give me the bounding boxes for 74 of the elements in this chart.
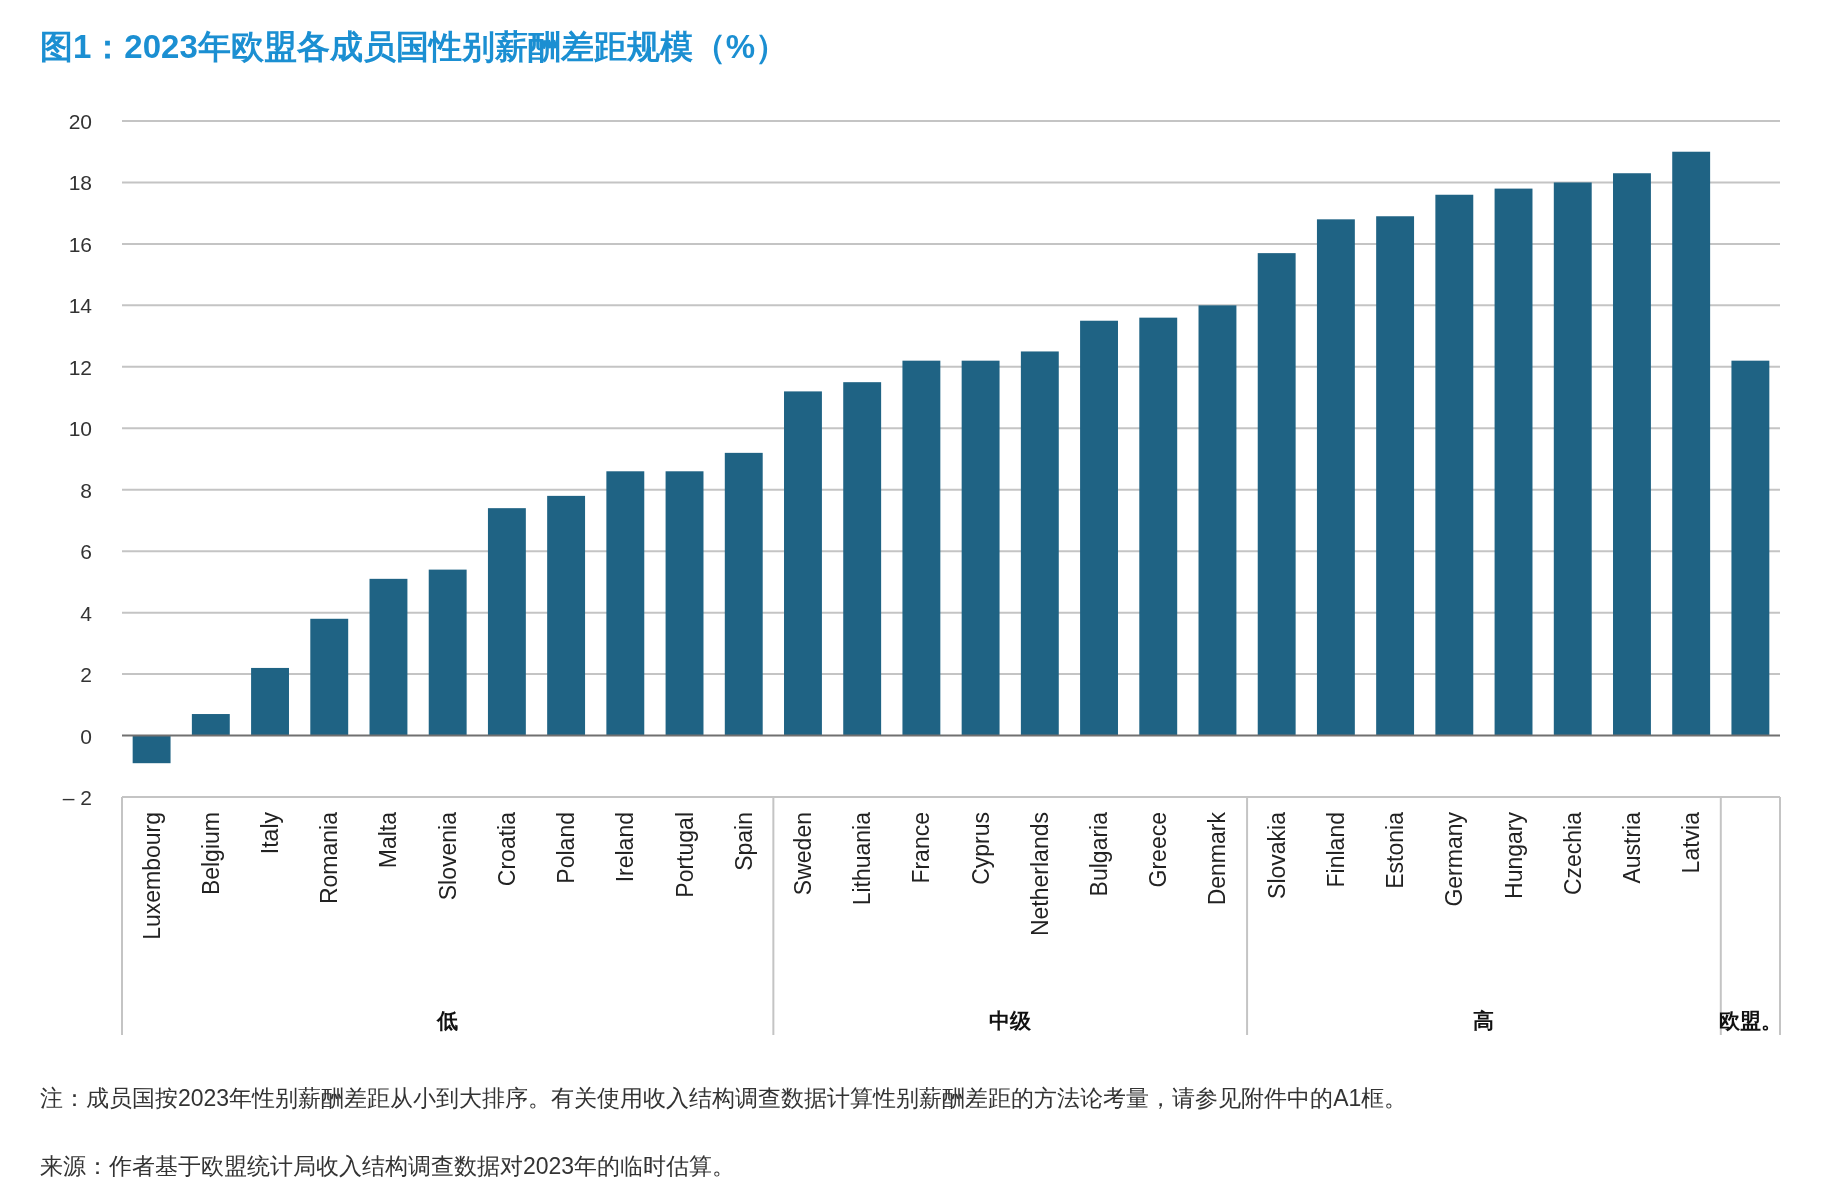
x-tick-label: Latvia — [1678, 811, 1705, 874]
x-tick-label: Finland — [1322, 812, 1349, 888]
x-tick-label: Slovenia — [434, 811, 461, 901]
bar — [606, 471, 645, 736]
x-tick-label: Slovakia — [1263, 811, 1290, 899]
bar — [1139, 317, 1178, 736]
x-tick-label: France — [908, 812, 935, 884]
x-tick-label: Czechia — [1559, 811, 1586, 896]
bar — [1672, 151, 1711, 736]
bar — [547, 495, 586, 736]
bar — [1020, 351, 1059, 736]
bar — [1553, 182, 1592, 736]
y-tick-label: – 2 — [62, 786, 92, 809]
bar — [724, 452, 763, 736]
bar — [1316, 219, 1355, 736]
bar — [1435, 194, 1474, 736]
bar — [665, 471, 704, 736]
text: 高 — [1473, 1009, 1495, 1032]
bar — [369, 578, 408, 736]
bar — [1080, 320, 1118, 736]
y-tick-label: 4 — [80, 601, 93, 625]
y-tick-label: 8 — [80, 478, 92, 502]
x-tick-label: Italy — [257, 811, 284, 855]
x-tick-label: Austria — [1618, 811, 1645, 884]
y-tick-label: 18 — [68, 171, 92, 195]
x-tick-label: Sweden — [789, 812, 816, 896]
x-tick-label: Malta — [375, 811, 402, 869]
x-tick-label: Greece — [1145, 812, 1172, 888]
x-tick-label: Hungary — [1500, 811, 1527, 899]
x-tick-label: Belgium — [197, 812, 224, 896]
chart-title: 图1：2023年欧盟各成员国性别薪酬差距规模（%） — [40, 28, 789, 65]
bar — [1198, 305, 1237, 736]
y-tick-label: 12 — [68, 355, 92, 379]
text: 低 — [436, 1009, 459, 1032]
text: 欧盟。 — [1718, 1009, 1782, 1032]
bar — [1257, 253, 1296, 736]
bar — [1613, 173, 1651, 736]
x-tick-label: Portugal — [671, 812, 698, 898]
bar — [251, 667, 289, 736]
x-tick-label: Poland — [553, 812, 580, 884]
bar — [487, 508, 526, 736]
x-tick-label: Estonia — [1382, 811, 1409, 889]
bar — [428, 569, 467, 736]
source-note: 来源：作者基于欧盟统计局收入结构调查数据对2023年的临时估算。 — [40, 1153, 736, 1179]
bar — [310, 618, 349, 736]
bar — [1376, 216, 1415, 736]
x-tick-label: Spain — [730, 812, 757, 871]
x-tick-label: Cyprus — [967, 812, 994, 885]
x-tick-label: Denmark — [1204, 811, 1231, 906]
y-tick-label: 6 — [80, 540, 92, 564]
text: 注：成员国按2023年性别薪酬差距从小到大排序。有关使用收入结构调查数据计算性别薪酬差距的方法论考量，请参见附件中的A1框。 — [40, 1085, 1408, 1111]
bar — [1494, 188, 1533, 736]
x-tick-label: Bulgaria — [1086, 811, 1113, 897]
y-tick-label: 2 — [80, 663, 92, 687]
bar — [843, 382, 882, 736]
x-tick-label: Germany — [1441, 811, 1468, 907]
bar — [961, 360, 1000, 736]
bar — [784, 391, 822, 736]
x-tick-label: Netherlands — [1026, 812, 1053, 937]
bar — [902, 360, 941, 736]
x-tick-label: Luxembourg — [138, 812, 165, 940]
x-tick-label: Croatia — [493, 811, 520, 887]
y-tick-label: 20 — [68, 110, 92, 133]
y-tick-label: 0 — [80, 724, 92, 748]
bar — [132, 735, 171, 764]
x-tick-label: Lithuania — [849, 811, 876, 906]
x-tick-label: Romania — [316, 811, 343, 905]
text: 中级 — [989, 1009, 1033, 1032]
bar — [1731, 360, 1770, 736]
bar — [191, 714, 230, 736]
y-tick-label: 14 — [68, 294, 93, 318]
y-tick-label: 10 — [68, 417, 92, 441]
x-tick-label: Ireland — [612, 812, 639, 883]
y-tick-label: 16 — [68, 232, 92, 256]
